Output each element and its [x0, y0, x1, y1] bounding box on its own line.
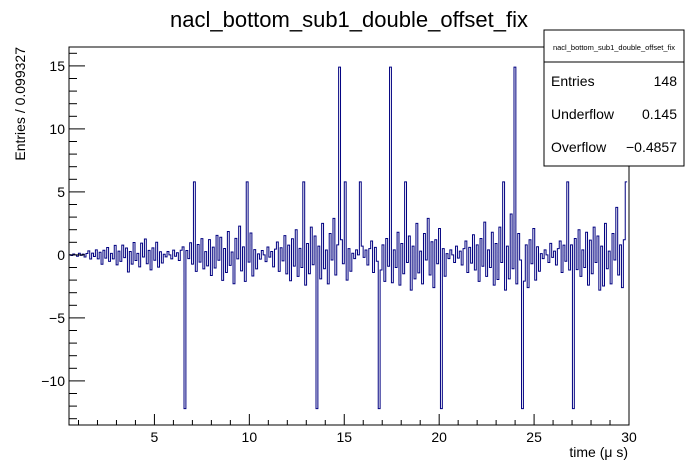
y-axis-ticks: −10 −5 0 5 10 15: [41, 58, 85, 389]
plot-area: 5 10 15 20 25 30 −10 −5 0 5 10 15: [41, 46, 637, 445]
x-tick-label-20: 20: [431, 429, 447, 445]
x-minor-ticks: [77, 420, 611, 425]
x-tick-label-30: 30: [621, 429, 637, 445]
x-tick-label-10: 10: [242, 429, 258, 445]
x-tick-label-5: 5: [151, 429, 159, 445]
y-axis-label: Entries / 0.099327: [12, 47, 28, 161]
y-tick-label-0: 0: [57, 247, 65, 263]
stats-overflow-value: −0.4857: [626, 139, 677, 155]
stats-overflow-label: Overflow: [551, 139, 607, 155]
stats-entries-label: Entries: [551, 73, 595, 89]
stats-entries-value: 148: [654, 73, 678, 89]
y-minor-ticks: [69, 52, 77, 420]
y-tick-label--10: −10: [41, 373, 65, 389]
y-tick-label--5: −5: [49, 310, 65, 326]
y-tick-label-15: 15: [49, 58, 65, 74]
stats-box-frame: [543, 29, 685, 167]
chart-title: nacl_bottom_sub1_double_offset_fix: [170, 7, 528, 32]
x-axis-ticks: 5 10 15 20 25 30: [151, 414, 637, 445]
stats-underflow-value: 0.145: [642, 106, 677, 122]
y-tick-label-5: 5: [57, 184, 65, 200]
plot-frame: [68, 46, 630, 426]
x-tick-label-25: 25: [526, 429, 542, 445]
stats-underflow-label: Underflow: [551, 106, 615, 122]
stats-box-title: nacl_bottom_sub1_double_offset_fix: [553, 43, 675, 52]
x-tick-label-15: 15: [336, 429, 352, 445]
x-axis-label: time (μ s): [569, 444, 628, 460]
histogram-line: [69, 66, 628, 410]
stats-box: nacl_bottom_sub1_double_offset_fix Entri…: [543, 29, 685, 167]
y-tick-label-10: 10: [49, 121, 65, 137]
